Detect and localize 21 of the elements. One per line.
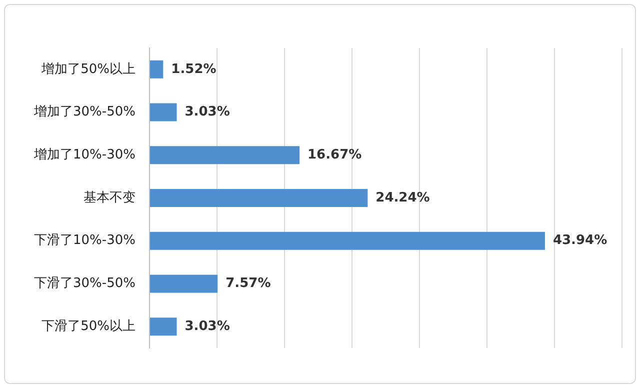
data-label: 24.24% <box>376 190 430 206</box>
data-label: 3.03% <box>184 104 230 120</box>
data-label: 16.67% <box>308 148 362 163</box>
y-tick-label: 增加了30%-50% <box>32 104 136 120</box>
bar <box>150 146 300 164</box>
y-tick-label: 基本不变 <box>83 190 136 206</box>
data-label: 7.57% <box>226 276 271 292</box>
y-tick-label: 下滑了30%-50% <box>34 276 136 292</box>
bar <box>150 189 368 207</box>
data-label: 1.52% <box>171 62 216 77</box>
y-tick-label: 下滑了50%以上 <box>42 318 136 334</box>
data-label: 43.94% <box>552 233 608 248</box>
bar <box>150 232 545 250</box>
bar <box>150 318 177 336</box>
y-tick-label: 下滑了10%-30% <box>34 233 136 248</box>
bar <box>150 274 218 293</box>
y-tick-label: 增加了10%-30% <box>32 148 136 163</box>
bar <box>150 60 164 78</box>
data-label: 3.03% <box>184 318 230 334</box>
y-tick-label: 增加了50%以上 <box>40 62 136 77</box>
bar <box>150 103 177 122</box>
